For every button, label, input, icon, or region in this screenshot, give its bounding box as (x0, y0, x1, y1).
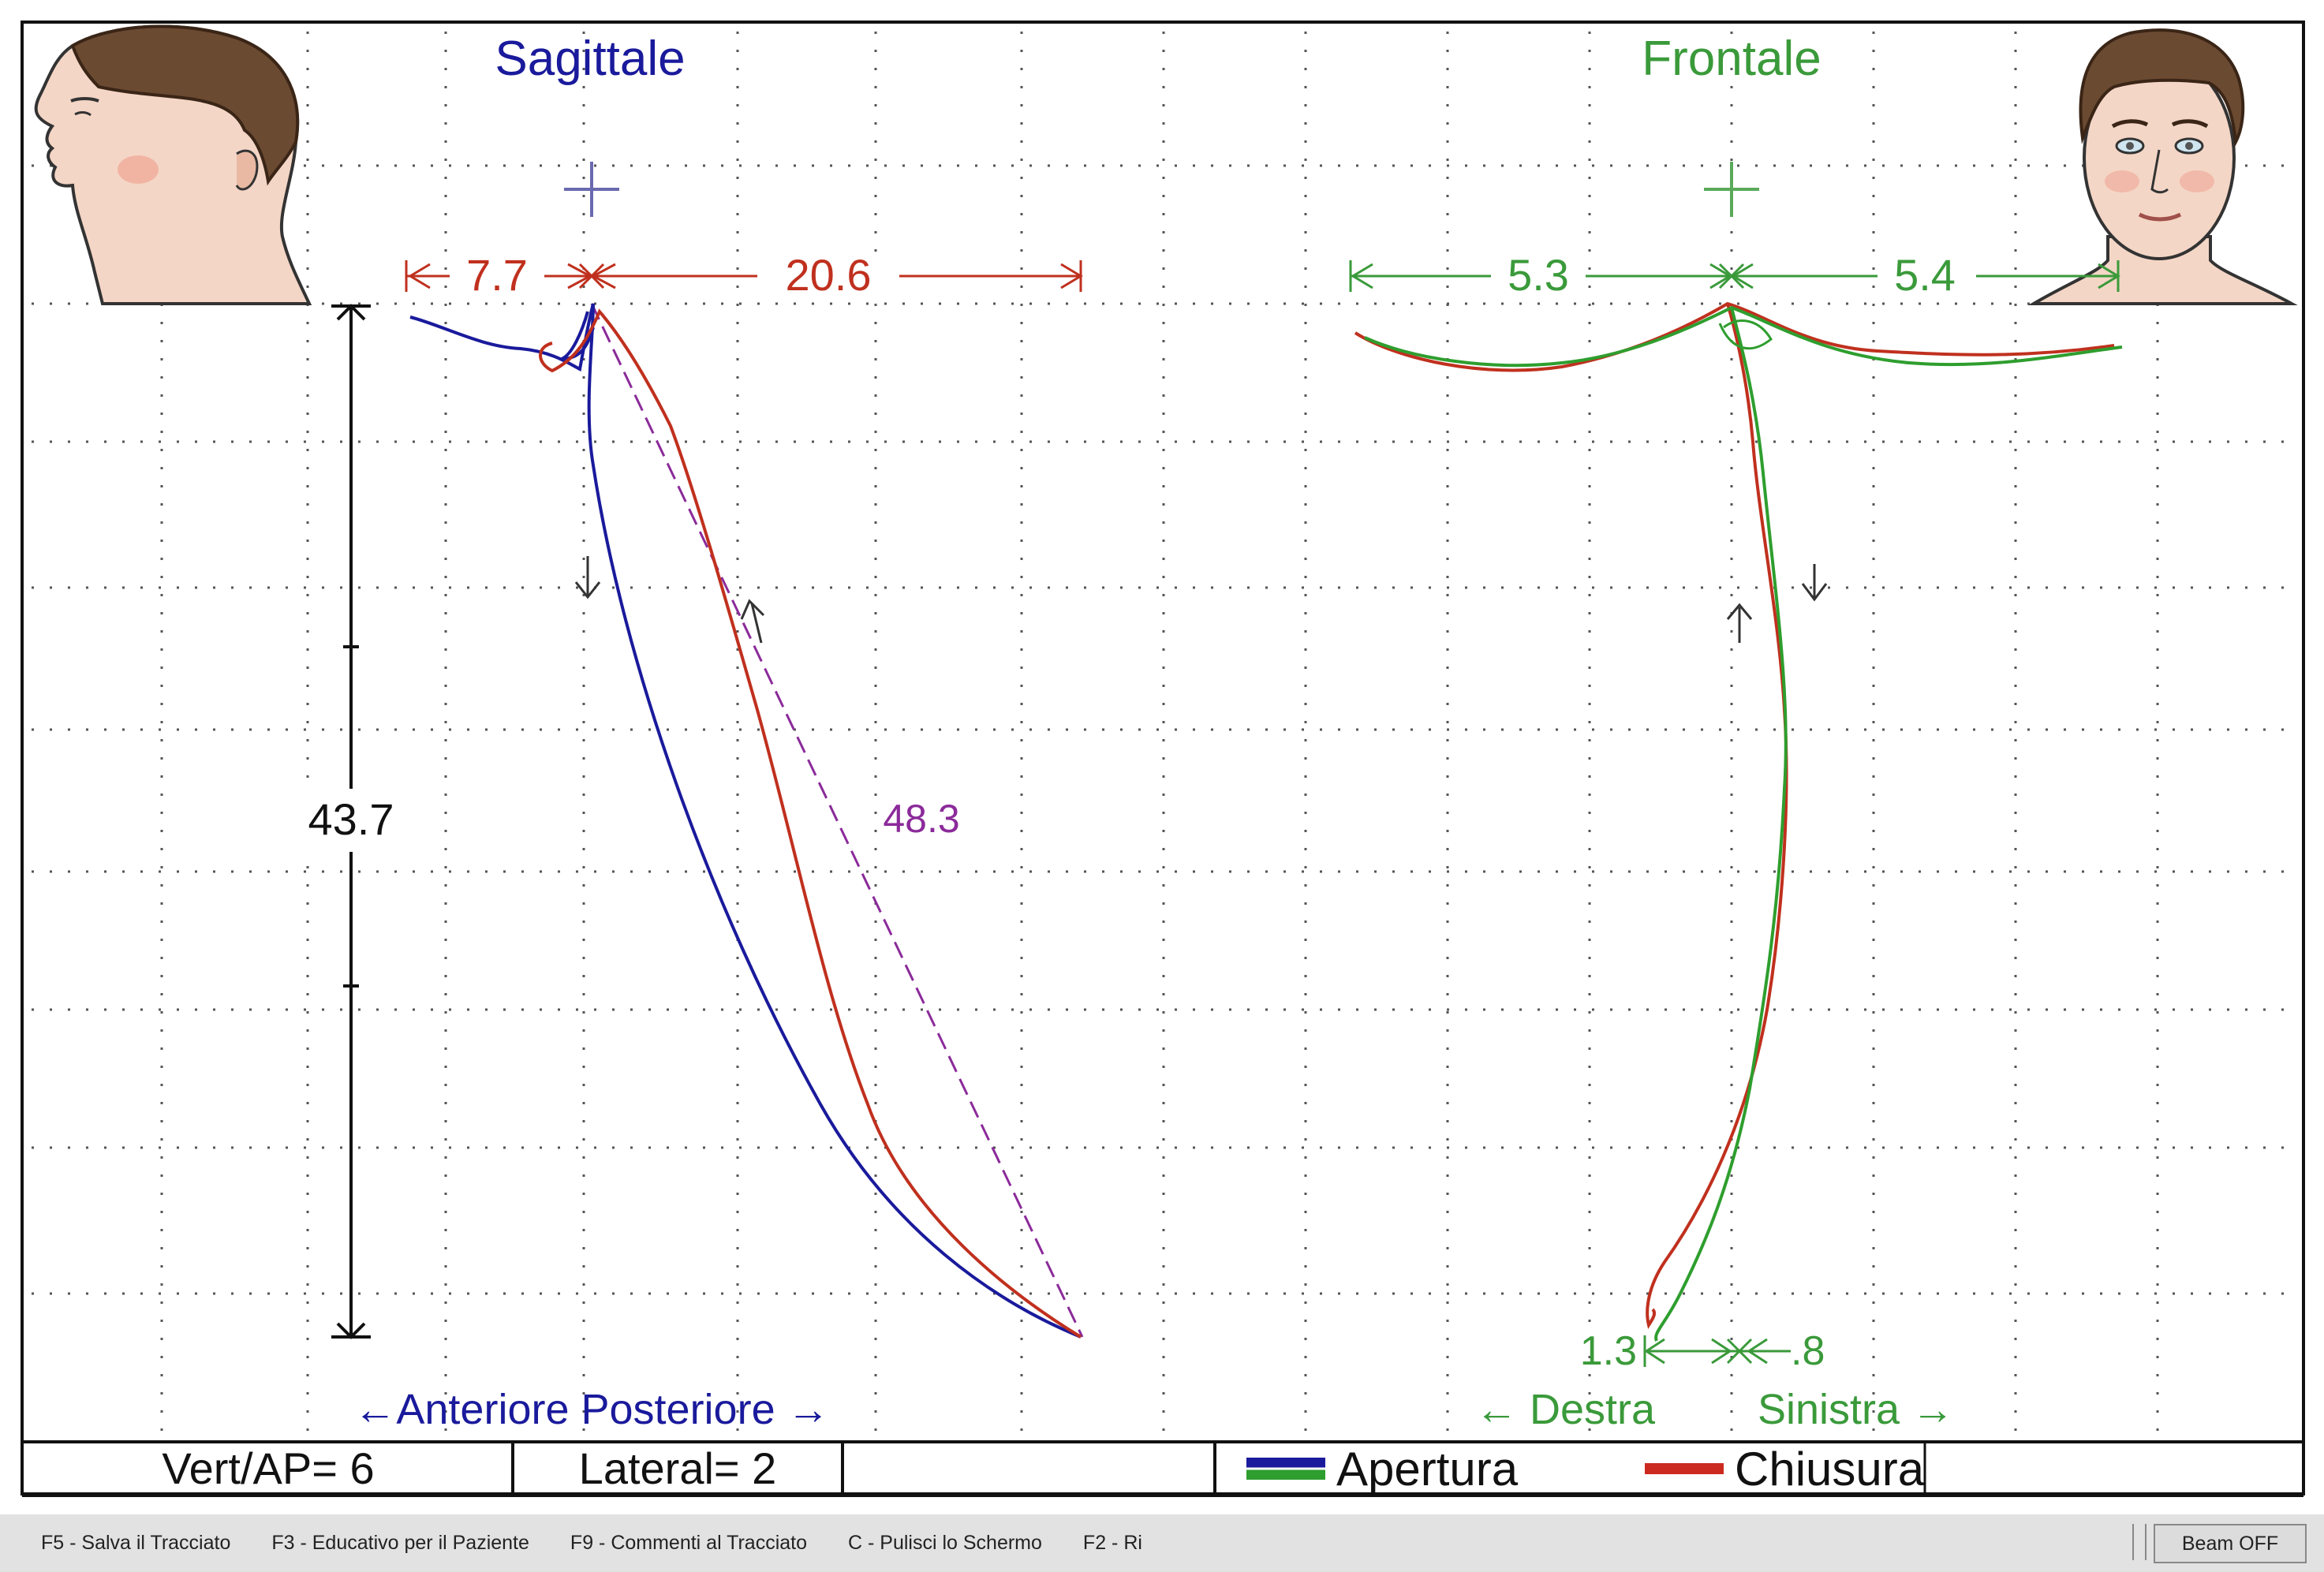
function-key-bar: F5 - Salva il Tracciato F3 - Educativo p… (0, 1514, 2324, 1572)
sagittal-axis-label: ←Anteriore Posteriore → (353, 1386, 829, 1433)
opening-swatch (1246, 1458, 1325, 1480)
legend-opening: Apertura (1246, 1443, 1518, 1495)
sagittal-opening-loop (561, 311, 595, 360)
closing-swatch (1645, 1463, 1724, 1474)
frontal-horizontal-dimension (1349, 260, 2120, 292)
fkey-save-trace[interactable]: F5 - Salva il Tracciato (41, 1532, 231, 1554)
frontal-left-value: 5.4 (1894, 250, 1956, 300)
fkey-f2[interactable]: F2 - Ri (1082, 1532, 1142, 1554)
beam-separator (2132, 1524, 2147, 1560)
legend-closing-label: Chiusura (1735, 1442, 1925, 1495)
sagittal-up-arrow-icon (740, 599, 765, 644)
sagittal-vertical-value: 43.7 (308, 794, 394, 844)
legend-closing: Chiusura (1645, 1443, 1924, 1495)
status-empty-cell (843, 1442, 1215, 1495)
frontal-axis-right-label: ← Destra (1475, 1386, 1656, 1433)
fkey-clear-screen[interactable]: C - Pulisci lo Schermo (848, 1532, 1042, 1554)
vert-ap-readout: Vert/AP= 6 (162, 1443, 375, 1493)
sagittal-anterior-value: 7.7 (466, 250, 528, 300)
frontal-title: Frontale (1642, 32, 1821, 86)
sagittal-posterior-value: 20.6 (786, 250, 872, 300)
frontal-right-value: 5.3 (1508, 250, 1569, 300)
sagittal-origin-marker (564, 162, 619, 217)
frontal-bottom-left-value: .8 (1791, 1328, 1825, 1374)
sagittal-diagonal-value: 48.3 (883, 797, 959, 841)
lateral-readout: Lateral= 2 (578, 1443, 777, 1493)
sagittal-closing-trace (539, 308, 1082, 1339)
frontal-up-arrow-icon (1726, 603, 1753, 643)
frontal-axis-left-label: Sinistra → (1758, 1386, 1954, 1433)
face-front-icon (2027, 28, 2298, 305)
beam-toggle-button[interactable]: Beam OFF (2154, 1524, 2307, 1563)
frontal-closing-trace (1354, 301, 2115, 1330)
fkey-trace-comments[interactable]: F9 - Commenti al Tracciato (570, 1532, 808, 1554)
sagittal-title: Sagittale (495, 32, 685, 86)
frontal-origin-marker (1704, 162, 1759, 217)
face-profile-icon (34, 24, 312, 305)
frontal-bottom-dimension (1643, 1335, 1791, 1367)
frontal-top-loop (1718, 319, 1773, 350)
fkey-patient-education[interactable]: F3 - Educativo per il Paziente (271, 1532, 529, 1554)
legend-opening-label: Apertura (1336, 1442, 1519, 1495)
dotted-grid (32, 32, 2296, 1432)
sagittal-down-arrow-icon (574, 556, 601, 599)
frontal-down-arrow-icon (1801, 564, 1828, 602)
sagittal-diagonal-line (590, 303, 1084, 1338)
sagittal-opening-trace (409, 303, 1082, 1339)
frontal-bottom-right-value: 1.3 (1580, 1328, 1637, 1374)
frontal-opening-trace (1364, 305, 2123, 1342)
